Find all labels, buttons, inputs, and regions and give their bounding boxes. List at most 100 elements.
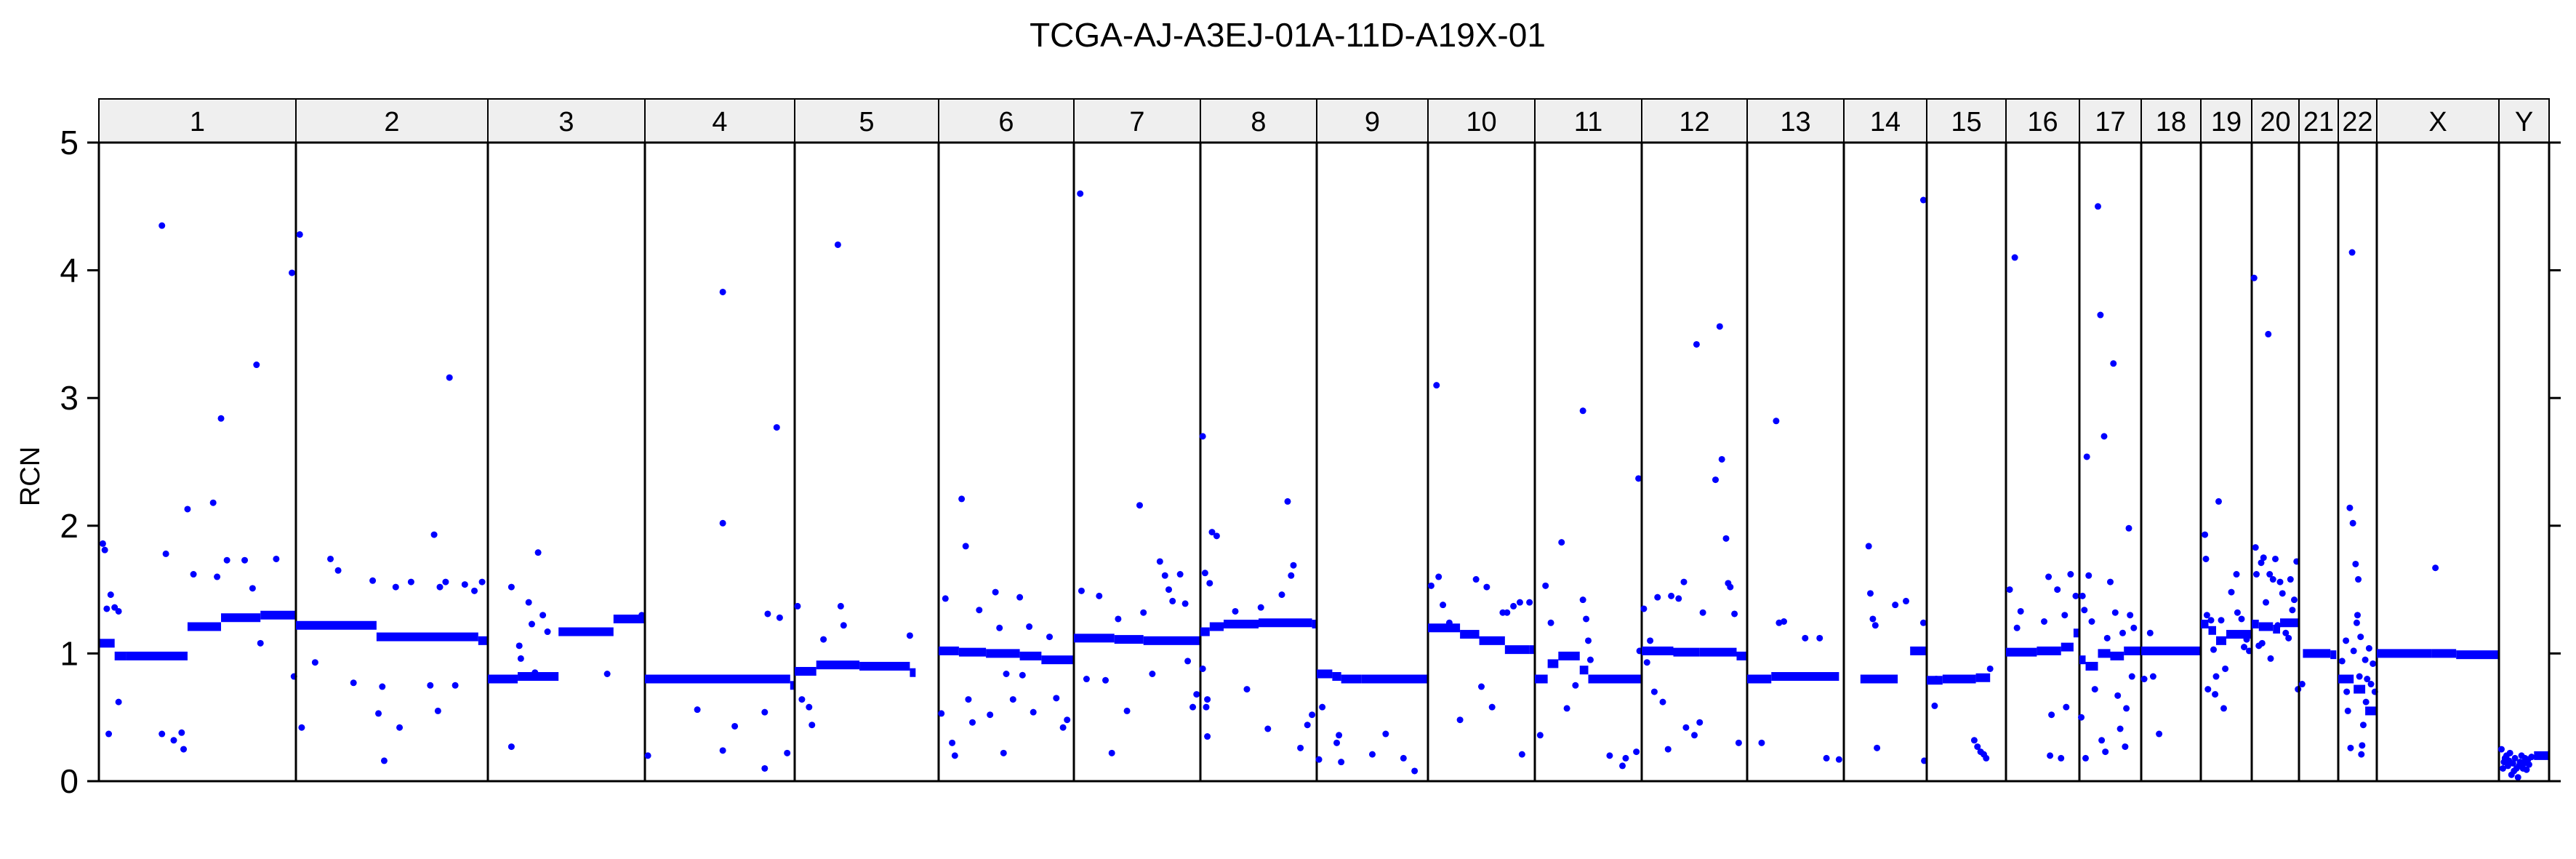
strip-label-17: 17 <box>2095 107 2125 137</box>
data-point <box>1445 619 1453 626</box>
data-point <box>2228 588 2235 596</box>
data-point <box>1903 597 1909 604</box>
data-point <box>1731 610 1738 618</box>
panel-16 <box>2006 254 2079 762</box>
plot-frame <box>97 141 2551 783</box>
data-point <box>2006 586 2013 594</box>
segment-point-run <box>1074 634 1115 643</box>
data-point <box>539 612 547 619</box>
data-point <box>1083 676 1090 683</box>
data-point <box>951 752 958 759</box>
data-point <box>773 424 780 431</box>
data-point <box>241 556 249 564</box>
data-point <box>1682 724 1690 731</box>
data-point <box>1472 576 1480 583</box>
data-point <box>170 737 177 744</box>
data-point <box>1319 703 1326 711</box>
data-point <box>1504 609 1511 616</box>
data-point <box>544 628 551 636</box>
data-point <box>2348 249 2356 256</box>
segment-point-run <box>1860 674 1898 684</box>
data-point <box>1288 572 1295 579</box>
segment-point-run <box>376 632 478 642</box>
strip-label-1: 1 <box>190 107 205 137</box>
data-point <box>996 624 1003 631</box>
data-point <box>2122 743 2129 751</box>
data-point <box>2362 656 2369 663</box>
data-point <box>942 595 949 602</box>
data-point <box>1919 196 1927 204</box>
panel-7 <box>1074 190 1200 756</box>
data-point <box>101 546 108 554</box>
strip-label-12: 12 <box>1679 107 1709 137</box>
data-point <box>2523 766 2530 773</box>
data-point <box>1456 716 1464 724</box>
data-point <box>1102 676 1109 684</box>
data-point <box>2272 555 2279 562</box>
data-point <box>776 614 783 621</box>
data-point <box>1053 695 1060 702</box>
data-point <box>1919 619 1927 626</box>
data-point <box>2146 629 2154 636</box>
segment-point-run <box>1558 651 1580 660</box>
data-point <box>1974 743 1981 751</box>
segment-point-run <box>1642 646 1674 655</box>
segment-point-run <box>2258 622 2274 631</box>
data-point <box>1440 602 1447 609</box>
data-point <box>1264 725 1272 732</box>
segment-point-run <box>859 661 903 671</box>
data-point <box>1722 535 1730 542</box>
segment-point-run <box>2098 649 2111 658</box>
segment-point-run <box>2124 646 2141 655</box>
data-point <box>2103 634 2111 642</box>
data-point <box>2111 609 2119 616</box>
data-point <box>2212 691 2219 698</box>
data-point <box>2215 498 2222 505</box>
segment-point-run <box>2252 620 2259 629</box>
data-point <box>2114 692 2122 699</box>
data-point <box>1064 716 1071 724</box>
data-point <box>1563 705 1570 712</box>
data-point <box>2116 725 2124 732</box>
data-point <box>1526 599 1533 606</box>
data-point <box>407 578 414 586</box>
y-axis: 0 1 2 3 4 5 <box>60 124 99 800</box>
strip-9 <box>1316 98 1429 143</box>
segment-point-run <box>795 666 816 676</box>
data-point <box>1871 622 1879 629</box>
strip-label-6: 6 <box>998 107 1014 137</box>
data-point <box>1026 623 1033 631</box>
data-point <box>2123 705 2130 712</box>
data-point <box>1199 433 1206 440</box>
data-point <box>906 632 913 639</box>
data-point <box>1758 739 1765 746</box>
data-point <box>436 583 444 591</box>
data-point <box>2525 761 2532 768</box>
data-point <box>534 549 542 556</box>
strip-label-15: 15 <box>1951 107 1981 137</box>
data-point <box>992 588 999 596</box>
strip-label-18: 18 <box>2156 107 2186 137</box>
data-point <box>2100 433 2108 440</box>
data-point <box>2067 571 2074 578</box>
data-point <box>223 556 230 564</box>
data-point <box>1411 767 1419 775</box>
segment-point-run <box>2061 642 2074 652</box>
data-point <box>1699 609 1706 616</box>
data-point <box>1278 591 1285 599</box>
data-point <box>1716 323 1723 330</box>
data-point <box>761 764 769 772</box>
data-point <box>217 415 225 422</box>
data-point <box>1693 340 1700 348</box>
segment-point-run <box>2534 751 2549 760</box>
y-tick-label: 4 <box>60 252 79 289</box>
data-point <box>840 622 847 629</box>
segment-point-run <box>2110 651 2124 660</box>
segment-point-run <box>986 649 1020 658</box>
data-point <box>1773 417 1780 425</box>
right-axis-ticks <box>2549 141 2561 783</box>
data-point <box>2250 274 2258 281</box>
data-point <box>1696 719 1704 726</box>
segment-point-run <box>902 661 910 671</box>
data-point <box>1572 682 1579 689</box>
